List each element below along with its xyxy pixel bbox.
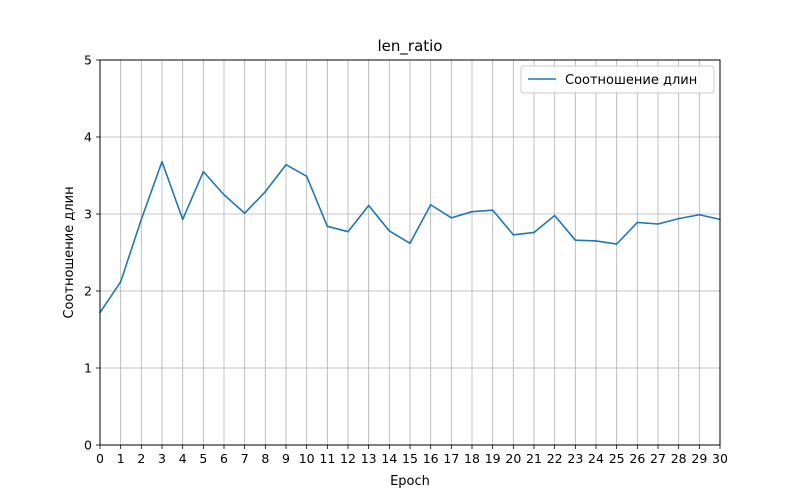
- x-tick-label: 15: [402, 451, 418, 466]
- data-point: [223, 193, 225, 196]
- data-point: [243, 212, 246, 215]
- x-axis-title: Epoch: [390, 474, 430, 489]
- x-tick-label: 23: [567, 451, 583, 466]
- legend: Соотношение длин: [520, 65, 715, 94]
- data-point: [533, 231, 535, 234]
- x-tick-label: 4: [179, 451, 187, 466]
- x-tick-label: 5: [199, 451, 207, 466]
- grid-lines: [99, 59, 721, 446]
- data-point: [698, 213, 701, 216]
- chart-title: len_ratio: [378, 37, 443, 56]
- data-point: [491, 209, 494, 211]
- y-tick-label: 1: [84, 361, 92, 376]
- x-tick-label: 27: [650, 451, 666, 466]
- x-tick-label: 21: [526, 451, 542, 466]
- x-tick-label: 11: [319, 451, 335, 466]
- x-tick-label: 30: [712, 451, 728, 466]
- x-tick-label: 0: [96, 451, 104, 466]
- data-point: [512, 233, 515, 236]
- legend-box: [520, 65, 715, 94]
- x-tick-label: 8: [261, 451, 269, 466]
- x-tick-label: 29: [691, 451, 707, 466]
- data-point: [636, 221, 639, 224]
- x-tick-label: 12: [340, 451, 356, 466]
- data-point: [161, 160, 163, 163]
- x-tick-label: 9: [282, 451, 290, 466]
- data-point: [409, 242, 411, 245]
- x-tick-label: 2: [137, 451, 145, 466]
- x-tick-label: 14: [381, 451, 397, 466]
- data-point: [202, 170, 205, 173]
- x-tick-label: 28: [671, 451, 687, 466]
- axis-ticks: 0 1 2 3 4 5 6 7 8 9 10 11 12 13 14 15 16 17 18 19 20 21 22 23 24…: [84, 53, 728, 467]
- data-point: [347, 230, 349, 233]
- data-point: [595, 240, 597, 242]
- data-point: [388, 230, 391, 232]
- data-point: [429, 203, 432, 206]
- y-tick-label: 4: [84, 130, 92, 145]
- data-point: [677, 217, 680, 220]
- x-tick-label: 22: [547, 451, 563, 466]
- data-point: [471, 210, 473, 213]
- data-point: [181, 218, 184, 221]
- x-tick-label: 1: [117, 451, 125, 466]
- x-tick-label: 3: [158, 451, 166, 466]
- x-tick-label: 19: [485, 451, 501, 466]
- x-tick-label: 18: [464, 451, 480, 466]
- x-tick-label: 25: [609, 451, 625, 466]
- data-point: [326, 225, 329, 228]
- x-tick-label: 16: [423, 451, 439, 466]
- y-axis-title: Соотношение длин: [62, 186, 77, 318]
- x-tick-label: 6: [220, 451, 228, 466]
- x-tick-label: 13: [361, 451, 377, 466]
- data-point: [450, 217, 453, 219]
- x-tick-label: 26: [629, 451, 645, 466]
- x-tick-label: 17: [443, 451, 459, 466]
- data-point: [367, 204, 370, 207]
- data-point: [657, 223, 659, 225]
- x-tick-label: 20: [505, 451, 521, 466]
- data-point: [553, 214, 556, 217]
- data-point: [119, 280, 122, 283]
- y-tick-label: 2: [84, 284, 92, 299]
- x-tick-label: 24: [588, 451, 604, 466]
- legend-label: Соотношение длин: [565, 73, 697, 88]
- y-tick-label: 3: [84, 207, 92, 222]
- data-point: [140, 218, 143, 221]
- data-point: [285, 163, 287, 166]
- x-tick-label: 10: [299, 451, 315, 466]
- data-point: [264, 190, 267, 193]
- data-point: [305, 175, 308, 178]
- data-point: [574, 239, 577, 241]
- y-tick-label: 5: [84, 53, 92, 68]
- x-tick-label: 7: [241, 451, 249, 466]
- data-point: [615, 243, 618, 245]
- y-tick-label: 0: [84, 438, 92, 453]
